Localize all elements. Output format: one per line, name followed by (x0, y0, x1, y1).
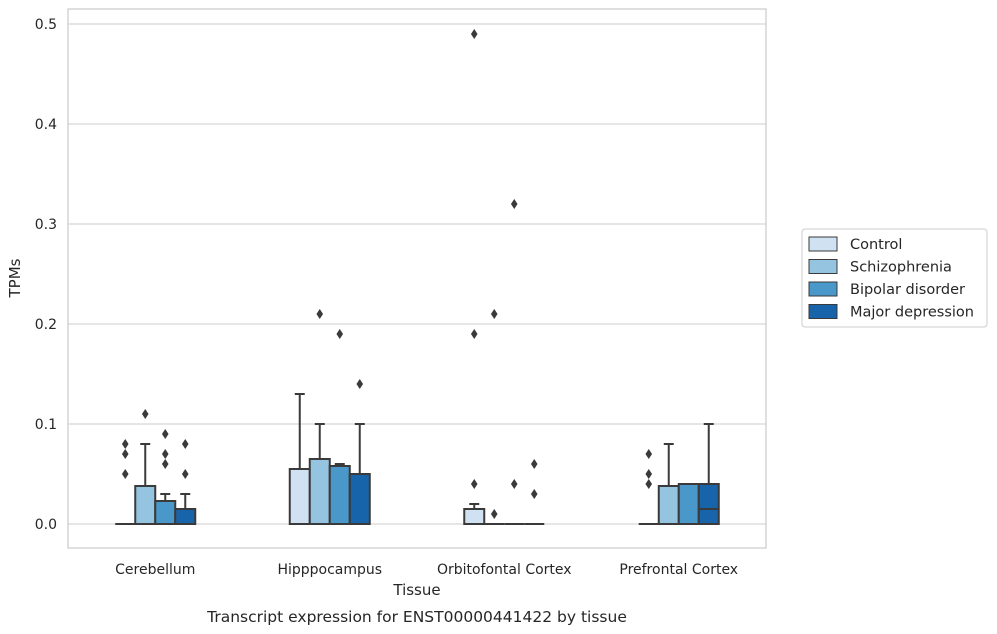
box (308, 458, 331, 525)
outlier-point (141, 409, 149, 419)
outliers (121, 29, 653, 519)
outlier-point (336, 329, 344, 339)
y-tick-label: 0.3 (35, 217, 57, 233)
outlier-point (181, 439, 189, 449)
legend-swatch (808, 259, 838, 274)
box (328, 465, 351, 525)
x-tick-label: Prefrontal Cortex (619, 562, 738, 578)
legend-label: Schizophrenia (850, 260, 952, 276)
outlier-point (510, 199, 518, 209)
legend-frame (801, 228, 988, 328)
box-group (134, 443, 157, 525)
chart-caption: Transcript expression for ENST0000044142… (206, 608, 627, 626)
box (677, 483, 700, 525)
box (174, 508, 197, 525)
legend-items: Control Schizophrenia Bipolar disorder Majo… (808, 236, 974, 321)
y-tick-label: 0.5 (35, 17, 57, 33)
outlier-point (530, 489, 538, 499)
outlier-point (181, 469, 189, 479)
box (288, 468, 311, 525)
box-group (154, 493, 177, 525)
box-group (348, 423, 371, 525)
box (697, 483, 720, 525)
y-tick-label: 0.4 (35, 117, 57, 133)
outlier-point (645, 449, 653, 459)
box-group (657, 443, 680, 525)
box (134, 485, 157, 525)
box-group (328, 463, 351, 525)
outlier-point (645, 479, 653, 489)
legend-swatch (808, 236, 838, 252)
x-tick-label: Cerebellum (115, 562, 195, 578)
box (463, 508, 486, 525)
box-group (288, 393, 311, 525)
boxes (115, 393, 720, 525)
box (657, 485, 680, 525)
plot-area-frame (67, 8, 767, 549)
outlier-point (316, 309, 324, 319)
legend-label: Control (850, 237, 902, 253)
legend-label: Bipolar disorder (850, 282, 965, 298)
outlier-point (356, 379, 364, 389)
outlier-point (161, 429, 169, 439)
y-tick-label: 0.1 (35, 417, 57, 433)
gridlines (68, 23, 766, 525)
outlier-point (161, 449, 169, 459)
outlier-point (470, 479, 478, 489)
y-tick-label: 0.2 (35, 317, 57, 333)
legend-label: Major depression (850, 305, 974, 321)
box-group (697, 423, 720, 525)
x-tick-label: Orbitofontal Cortex (437, 562, 572, 578)
box-group (308, 423, 331, 525)
legend: Control Schizophrenia Bipolar disorder Majo… (801, 228, 988, 328)
outlier-point (121, 469, 129, 479)
legend-swatch (808, 281, 838, 297)
box (154, 500, 177, 525)
outlier-point (470, 29, 478, 39)
box-group (463, 503, 486, 525)
outlier-point (121, 439, 129, 449)
x-tick-label: Hipppocampus (277, 562, 382, 578)
x-tick-labels: Cerebellum Hipppocampus Orbitofontal Corte… (115, 562, 738, 578)
outlier-point (161, 459, 169, 469)
y-axis-label: TPMs (6, 258, 24, 298)
outlier-point (530, 459, 538, 469)
outlier-point (645, 469, 653, 479)
y-tick-labels: 0.0 0.1 0.2 0.3 0.4 0.5 (35, 17, 57, 533)
y-tick-label: 0.0 (35, 517, 57, 533)
outlier-point (510, 479, 518, 489)
outlier-point (121, 449, 129, 459)
box-group (174, 493, 197, 525)
outlier-point (470, 329, 478, 339)
x-axis-label: Tissue (392, 581, 440, 599)
outlier-point (490, 509, 498, 519)
box-group (677, 483, 700, 525)
outlier-point (490, 309, 498, 319)
box (348, 473, 371, 525)
legend-swatch (808, 304, 838, 319)
